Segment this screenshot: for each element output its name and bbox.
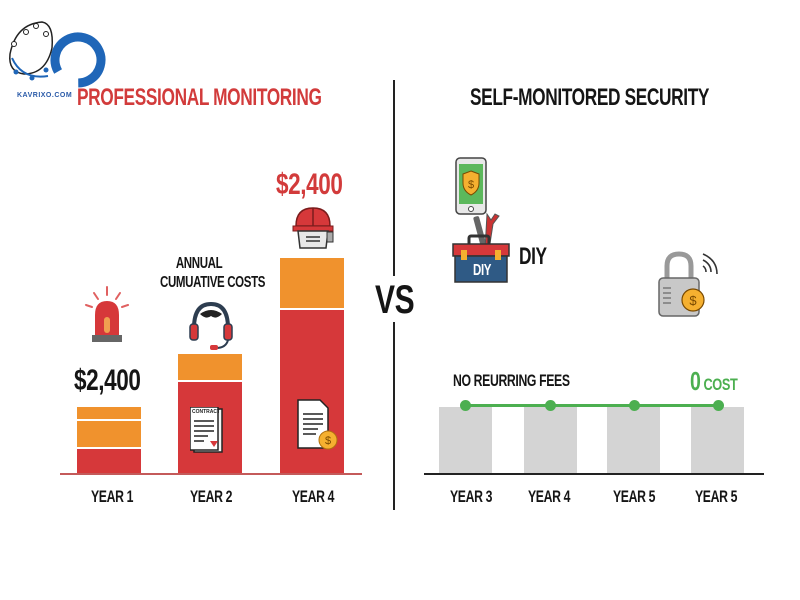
bar-year1-orange [77, 421, 141, 447]
bar-year1-red [77, 449, 141, 473]
left-chart: $2,400 $2,400 ANNUAL CUMUATIVE COSTS [0, 0, 395, 600]
year1-price-label: $2,400 [74, 364, 141, 397]
invoice-dollar-icon: $ [297, 399, 338, 450]
line-point-3 [629, 400, 640, 411]
bar-year2-orange [178, 354, 242, 380]
svg-text:$: $ [325, 435, 331, 447]
left-baseline [60, 473, 362, 475]
line-point-2 [545, 400, 556, 411]
x-label-year1: YEAR 1 [91, 487, 134, 506]
vs-background [372, 276, 418, 322]
headset-icon [189, 301, 233, 350]
zero-cost-number: 0 [690, 366, 701, 396]
annual-costs-annotation: ANNUAL CUMUATIVE COSTS [160, 254, 265, 292]
annotation-line1: ANNUAL [175, 255, 223, 272]
bar-year5-grey [607, 407, 660, 473]
toolbox-icon [452, 212, 510, 283]
bar-year5b-grey [691, 407, 744, 473]
smart-lock-dollar-icon: $ [658, 251, 718, 317]
x-label-year4-right: YEAR 4 [528, 487, 571, 506]
logo [2, 14, 106, 94]
contract-label: CONTRACT [192, 409, 221, 415]
vs-label: VS [375, 278, 415, 322]
siren-icon [85, 286, 129, 342]
helmet-icon [292, 207, 334, 249]
svg-text:$: $ [468, 179, 474, 191]
right-baseline [424, 473, 764, 475]
logo-text: KAVRIXO.COM [17, 92, 73, 99]
right-chart: $ DIY DIY $ NO REURRING FEES 0 COST [395, 0, 800, 600]
x-label-year5b: YEAR 5 [695, 487, 738, 506]
diy-label: DIY [519, 243, 547, 270]
line-point-4 [713, 400, 724, 411]
right-panel-title: SELF-MONITORED SECURITY [470, 84, 710, 111]
bar-year1-orange-top [77, 407, 141, 419]
zero-cost-line [465, 404, 719, 407]
x-label-year2: YEAR 2 [190, 487, 233, 506]
infinity-network-logo-icon [9, 21, 106, 88]
svg-text:$: $ [689, 293, 697, 308]
toolbox-label: DIY [473, 262, 492, 279]
zero-cost-label: 0 COST [690, 366, 738, 397]
zero-cost-word: COST [703, 375, 738, 394]
no-fees-label: NO REURRING FEES [453, 371, 570, 390]
x-label-year5: YEAR 5 [613, 487, 656, 506]
x-label-year4: YEAR 4 [292, 487, 335, 506]
bar-year3-grey [439, 407, 492, 473]
line-point-1 [460, 400, 471, 411]
left-panel-title: PROFESSIONAL MONITORING [77, 84, 322, 111]
x-label-year3: YEAR 3 [450, 487, 493, 506]
smartphone-shield-icon: $ [455, 157, 487, 215]
annotation-line2: CUMUATIVE COSTS [160, 274, 266, 291]
year4-price-label: $2,400 [276, 168, 343, 201]
bar-year4-orange [280, 258, 344, 308]
bar-year4-grey [524, 407, 577, 473]
contract-icon: CONTRACT [189, 406, 226, 454]
